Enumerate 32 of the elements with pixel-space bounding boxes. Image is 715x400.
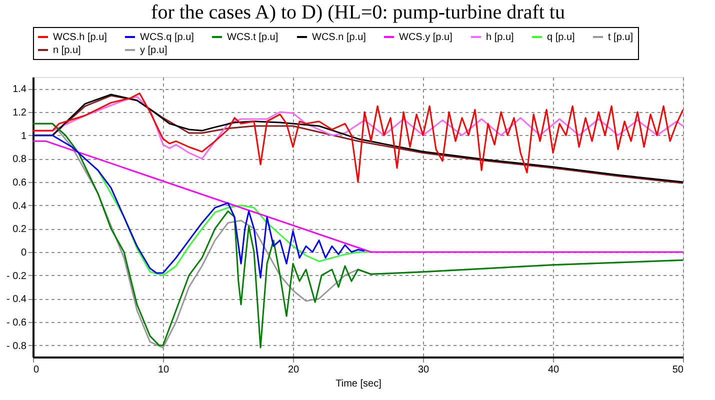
x-axis-title: Time [sec] <box>336 378 382 390</box>
legend-label: WCS.n [p.u] <box>312 32 366 43</box>
y-tick-label: 0.4 <box>12 200 27 212</box>
y-tick-label: - 0.4 <box>6 294 27 306</box>
legend-label: q [p.u] <box>547 32 576 43</box>
x-tick-label: 40 <box>548 364 560 376</box>
legend-label: h [p.u] <box>486 32 514 43</box>
x-tick-label: 50 <box>672 364 684 376</box>
y-tick-label: 0.8 <box>12 154 27 166</box>
line-series <box>33 122 683 348</box>
y-tick-label: - 0.2 <box>6 270 27 282</box>
line-series <box>33 134 366 278</box>
y-tick-label: - 0.6 <box>6 318 27 328</box>
x-tick-label: 30 <box>418 364 430 376</box>
y-tick-label: 1.2 <box>12 108 27 118</box>
y-tick-label: 0.6 <box>12 178 27 188</box>
legend-label: y [p.u] <box>140 45 168 56</box>
y-tick-label: 1 <box>20 130 27 142</box>
x-tick-label: 0 <box>34 364 40 376</box>
y-tick-label: 0.2 <box>12 224 27 236</box>
legend-label: t [p.u] <box>608 32 634 43</box>
y-tick-label: 1.4 <box>12 84 27 96</box>
y-tick-label: 0 <box>20 248 27 258</box>
x-tick-label: 10 <box>158 364 170 376</box>
y-tick-label: - 0.8 <box>6 340 27 352</box>
legend-label: WCS.y [p.u] <box>399 32 453 43</box>
legend-label: WCS.t [p.u] <box>227 32 278 43</box>
legend-label: WCS.h [p.u] <box>53 32 108 43</box>
chart-title: for the cases A) to D) (HL=0: pump-turbine draft tu <box>151 2 565 24</box>
legend-label: WCS.q [p.u] <box>140 32 194 43</box>
x-tick-label: 20 <box>288 364 300 376</box>
legend-label: n [p.u] <box>53 45 82 56</box>
